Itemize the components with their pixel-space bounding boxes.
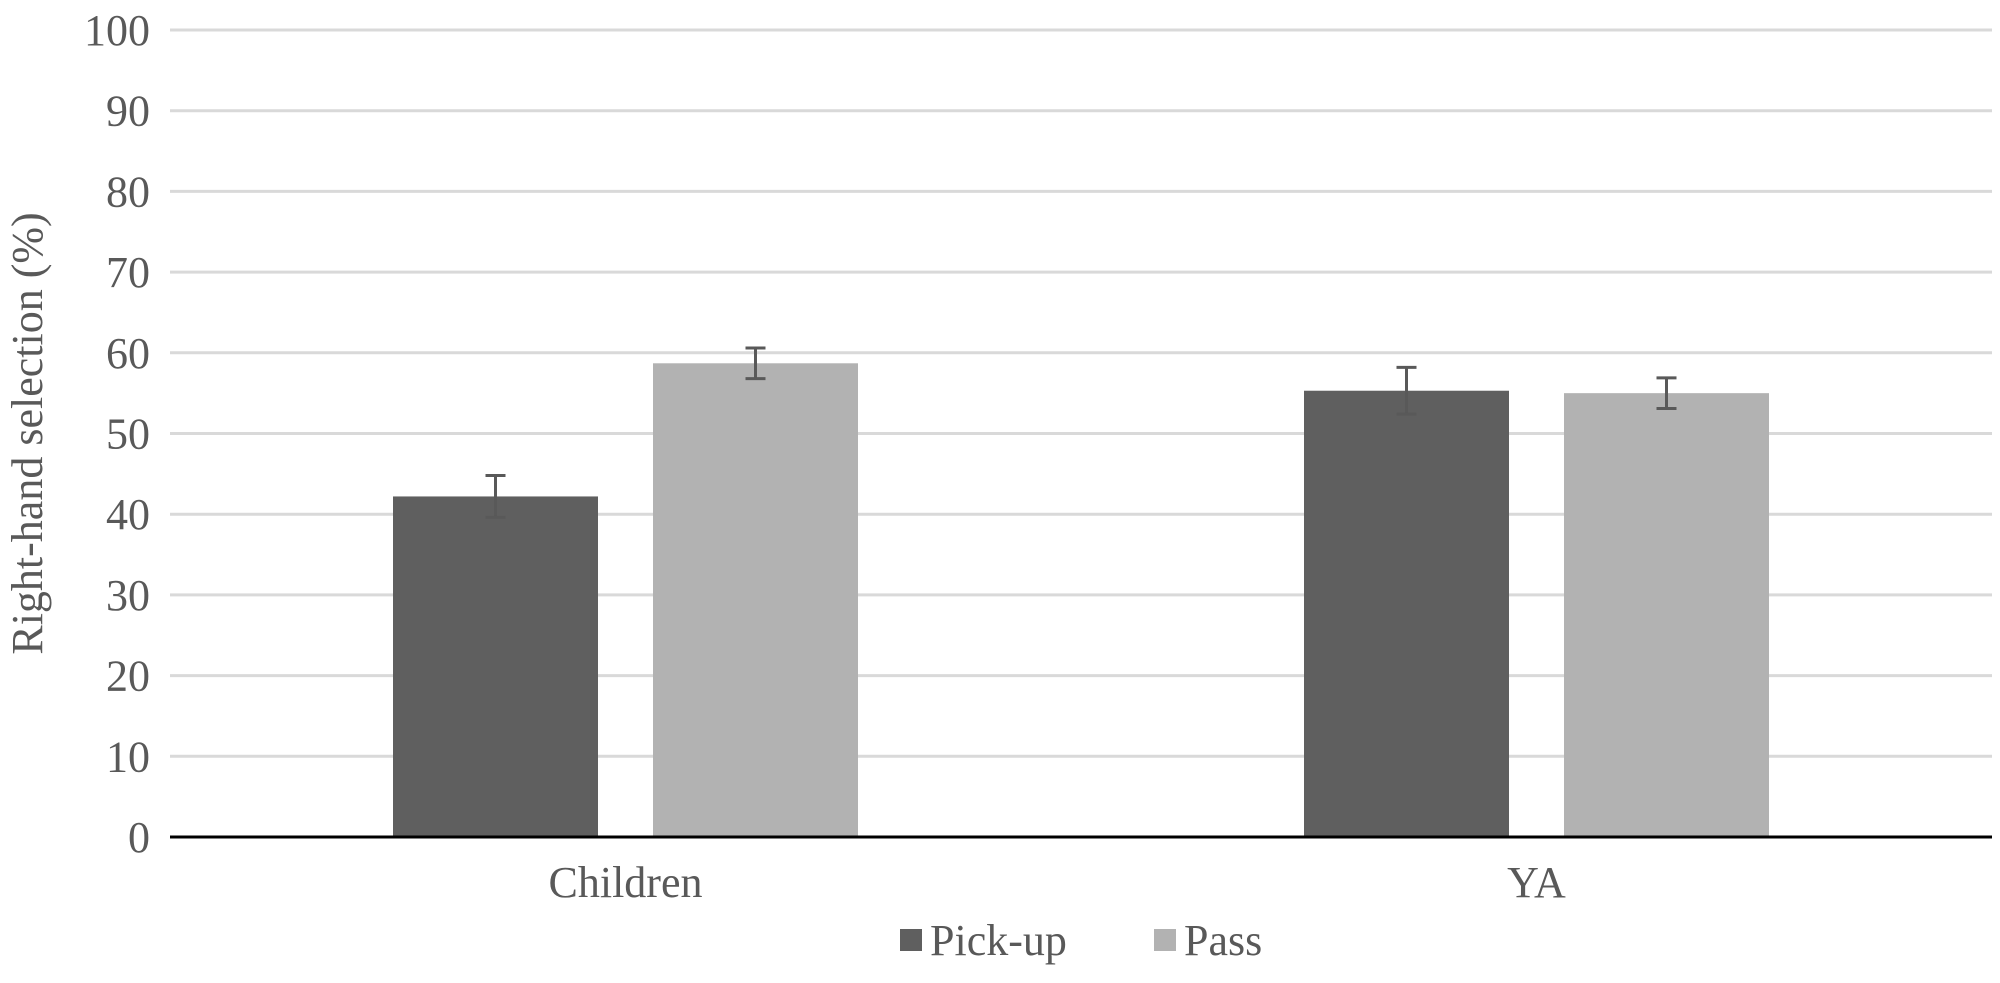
category-label: YA: [1507, 858, 1566, 907]
legend-label: Pick-up: [930, 916, 1067, 965]
legend-label: Pass: [1184, 916, 1262, 965]
error-bar: [745, 346, 766, 381]
bars: [393, 363, 1769, 837]
category-label: Children: [549, 858, 703, 907]
y-tick-label: 30: [106, 571, 150, 620]
y-tick-label: 90: [106, 87, 150, 136]
error-bars: [485, 346, 1677, 519]
y-tick-label: 50: [106, 410, 150, 459]
y-tick-label: 60: [106, 329, 150, 378]
legend-item-pick-up: Pick-up: [900, 916, 1067, 965]
y-tick-label: 0: [128, 813, 150, 862]
y-tick-label: 40: [106, 490, 150, 539]
bar-pass-ya: [1564, 393, 1769, 837]
error-bar: [485, 473, 506, 519]
y-tick-label: 80: [106, 167, 150, 216]
category-labels: Children YA: [549, 858, 1567, 907]
legend-swatch: [900, 929, 922, 951]
y-tick-label: 10: [106, 732, 150, 781]
y-tick-label: 70: [106, 248, 150, 297]
error-bar: [1656, 376, 1677, 410]
y-tick-labels: 0 10 20 30 40 50 60 70 80 90 100: [84, 6, 150, 862]
bar-pass-children: [653, 363, 858, 837]
y-tick-label: 100: [84, 6, 150, 55]
bar-pick-up-ya: [1304, 390, 1509, 837]
legend-swatch: [1154, 929, 1176, 951]
error-bar: [1396, 365, 1417, 416]
y-tick-label: 20: [106, 652, 150, 701]
y-axis-title: Right-hand selection (%): [3, 212, 52, 654]
legend: Pick-up Pass: [900, 916, 1262, 965]
legend-item-pass: Pass: [1154, 916, 1262, 965]
bar-pick-up-children: [393, 496, 598, 837]
